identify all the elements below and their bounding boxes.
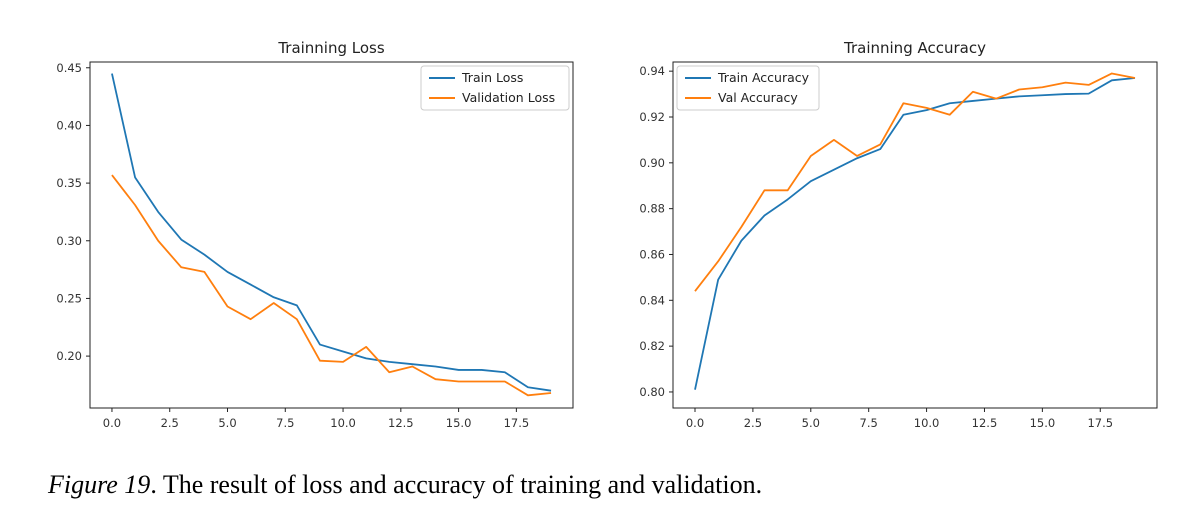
loss-y-tick-label: 0.25 xyxy=(56,291,82,305)
loss-legend-box xyxy=(420,65,570,111)
acc-x-tick-label: 0.0 xyxy=(686,416,704,430)
loss-y-tick-label: 0.45 xyxy=(56,61,82,75)
loss-y-tick-label: 0.40 xyxy=(56,118,82,132)
loss-legend-label-validation: Validation Loss xyxy=(462,90,555,105)
loss-y-tick-label: 0.35 xyxy=(56,176,82,190)
loss-x-tick-label: 12.5 xyxy=(388,416,414,430)
figure-caption: Figure 19. The result of loss and accura… xyxy=(48,470,762,500)
loss-legend: Train Loss Validation Loss xyxy=(420,65,570,111)
acc-y-tick-label: 0.92 xyxy=(639,110,665,124)
acc-legend-label-train: Train Accuracy xyxy=(717,70,810,85)
loss-y-tick-label: 0.20 xyxy=(56,349,82,363)
training-accuracy-chart: Trainning Accuracy 0.0 2.5 5.0 7.5 10.0 12.5 15… xyxy=(639,39,1158,430)
acc-y-tick-label: 0.86 xyxy=(639,247,665,261)
loss-legend-label-train: Train Loss xyxy=(461,70,523,85)
acc-y-tick-label: 0.90 xyxy=(639,156,665,170)
acc-x-tick-label: 2.5 xyxy=(744,416,762,430)
figure-caption-label: Figure 19 xyxy=(48,470,151,499)
loss-x-tick-label: 7.5 xyxy=(276,416,294,430)
acc-y-tick-label: 0.84 xyxy=(639,293,665,307)
acc-x-tick-label: 10.0 xyxy=(914,416,940,430)
acc-y-tick-label: 0.80 xyxy=(639,385,665,399)
loss-series-line-train xyxy=(111,73,552,392)
loss-x-tick-label: 15.0 xyxy=(446,416,472,430)
acc-chart-title: Trainning Accuracy xyxy=(843,39,986,57)
acc-y-tick-label: 0.82 xyxy=(639,339,665,353)
acc-y-tick-label: 0.88 xyxy=(639,202,665,216)
acc-y-tick-label: 0.94 xyxy=(639,64,665,78)
acc-series-line-validation xyxy=(694,72,1136,292)
acc-legend: Train Accuracy Val Accuracy xyxy=(676,65,820,111)
loss-x-tick-label: 2.5 xyxy=(161,416,179,430)
training-loss-chart: Trainning Loss 0.0 2.5 5.0 7.5 10.0 12.5 15.0 17… xyxy=(56,39,574,430)
acc-x-tick-label: 15.0 xyxy=(1030,416,1056,430)
acc-x-tick-label: 7.5 xyxy=(860,416,878,430)
acc-legend-label-validation: Val Accuracy xyxy=(718,90,798,105)
acc-series-line-train xyxy=(694,77,1136,390)
loss-y-tick-label: 0.30 xyxy=(56,234,82,248)
loss-x-tick-label: 10.0 xyxy=(330,416,356,430)
acc-x-tick-label: 17.5 xyxy=(1087,416,1113,430)
loss-x-tick-label: 5.0 xyxy=(218,416,236,430)
figure-caption-text: . The result of loss and accuracy of tra… xyxy=(150,470,763,499)
loss-chart-title: Trainning Loss xyxy=(277,39,385,57)
loss-x-tick-label: 17.5 xyxy=(504,416,530,430)
loss-series-line-validation xyxy=(111,174,552,397)
acc-legend-box xyxy=(676,65,820,111)
loss-x-tick-label: 0.0 xyxy=(103,416,121,430)
acc-x-tick-label: 5.0 xyxy=(802,416,820,430)
acc-axes-frame xyxy=(672,61,1158,409)
acc-x-tick-label: 12.5 xyxy=(972,416,998,430)
loss-axes-frame xyxy=(89,61,574,409)
